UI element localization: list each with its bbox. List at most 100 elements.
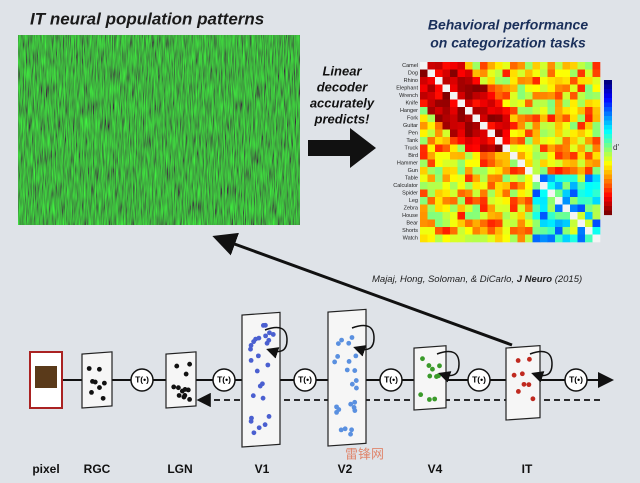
matrix-cell — [532, 197, 541, 205]
matrix-cell — [450, 182, 458, 190]
unit-dot — [353, 378, 359, 383]
matrix-cell — [502, 99, 511, 108]
matrix-cell — [585, 137, 593, 145]
matrix-cell — [465, 129, 473, 138]
matrix-cell — [442, 212, 451, 220]
matrix-cell — [465, 182, 473, 190]
colorbar-cell — [604, 93, 612, 99]
matrix-cell — [442, 114, 451, 123]
matrix-cell — [420, 204, 428, 213]
matrix-cell — [487, 152, 496, 160]
stage-label: V1 — [255, 462, 270, 476]
matrix-cell — [577, 107, 586, 115]
matrix-cell — [472, 219, 481, 228]
matrix-cell — [502, 92, 511, 100]
matrix-cell — [502, 167, 511, 175]
matrix-cell — [532, 219, 541, 228]
matrix-cell — [427, 69, 436, 78]
matrix-cell — [427, 84, 436, 93]
unit-dot — [100, 395, 106, 401]
matrix-cell — [457, 114, 466, 123]
unit-dot — [267, 330, 272, 336]
matrix-cell — [465, 174, 473, 183]
unit-dot — [96, 366, 102, 372]
matrix-cell — [555, 69, 563, 78]
matrix-cell — [442, 204, 451, 213]
matrix-cell — [420, 62, 428, 70]
matrix-cell — [435, 227, 443, 235]
matrix-cell — [487, 122, 496, 130]
matrix-cell — [487, 219, 496, 228]
matrix-cell — [442, 197, 451, 205]
matrix-cell — [427, 122, 436, 130]
matrix-cell — [457, 84, 466, 93]
matrix-cell — [540, 219, 548, 228]
unit-dot — [334, 409, 339, 415]
matrix-cell — [555, 212, 563, 220]
matrix-cell — [555, 167, 563, 175]
matrix-cell — [435, 167, 443, 175]
matrix-label: Elephant — [396, 86, 418, 92]
matrix-cell — [517, 129, 526, 138]
matrix-cell — [442, 84, 451, 93]
matrix-label: Tank — [406, 138, 418, 144]
matrix-label: Gun — [408, 168, 418, 174]
decoder-arrow — [308, 128, 376, 168]
matrix-cell — [517, 137, 526, 145]
matrix-cell — [555, 137, 563, 145]
matrix-cell — [532, 189, 541, 198]
unit-dot — [427, 373, 433, 379]
matrix-cell — [495, 227, 503, 235]
matrix-cell — [577, 122, 586, 130]
matrix-cell — [517, 107, 526, 115]
matrix-cell — [472, 122, 481, 130]
matrix-cell — [472, 77, 481, 85]
matrix-cell — [577, 62, 586, 70]
matrix-cell — [547, 152, 556, 160]
matrix-cell — [510, 212, 518, 220]
matrix-cell — [442, 167, 451, 175]
matrix-cell — [517, 114, 526, 123]
matrix-cell — [502, 152, 511, 160]
matrix-cell — [517, 219, 526, 228]
matrix-cell — [555, 114, 563, 123]
matrix-cell — [472, 189, 481, 198]
matrix-cell — [472, 159, 481, 168]
matrix-cell — [577, 204, 586, 213]
matrix-cell — [525, 122, 533, 130]
matrix-cell — [465, 197, 473, 205]
matrix-cell — [457, 219, 466, 228]
unit-dot — [418, 392, 424, 398]
matrix-cell — [592, 122, 601, 130]
matrix-cell — [442, 159, 451, 168]
matrix-cell — [540, 114, 548, 123]
unit-dot — [348, 401, 354, 407]
matrix-cell — [472, 92, 481, 100]
matrix-cell — [487, 99, 496, 108]
matrix-cell — [465, 167, 473, 175]
matrix-cell — [517, 227, 526, 235]
matrix-label: Hammer — [397, 161, 418, 167]
unit-dot — [349, 335, 355, 340]
matrix-cell — [442, 129, 451, 138]
matrix-cell — [570, 212, 578, 220]
stage-label: pixel — [32, 462, 59, 476]
matrix-cell — [592, 77, 601, 85]
matrix-cell — [525, 189, 533, 198]
matrix-cell — [577, 227, 586, 235]
matrix-cell — [540, 152, 548, 160]
matrix-cell — [465, 219, 473, 228]
matrix-cell — [592, 62, 601, 70]
matrix-cell — [562, 129, 571, 138]
matrix-cell — [502, 77, 511, 85]
matrix-cell — [510, 219, 518, 228]
matrix-cell — [577, 219, 586, 228]
operator-node — [379, 368, 403, 392]
matrix-cell — [570, 227, 578, 235]
matrix-label: Guitar — [403, 123, 418, 129]
matrix-cell — [435, 129, 443, 138]
matrix-label: Rhino — [404, 78, 418, 84]
matrix-cell — [427, 62, 436, 70]
colorbar-label: d' — [613, 143, 619, 152]
